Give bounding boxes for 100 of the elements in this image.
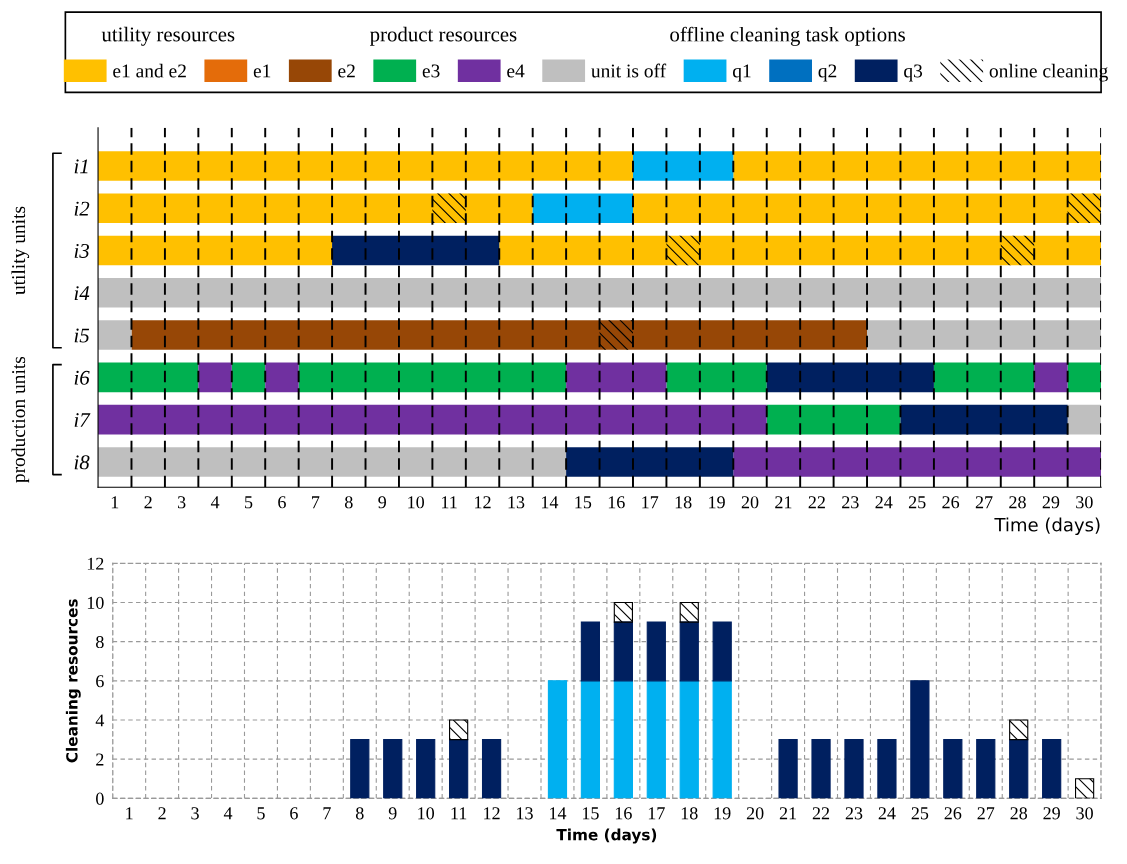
bar — [131, 320, 868, 350]
bar — [547, 680, 568, 799]
bar — [432, 193, 466, 224]
legend-label: q3 — [904, 64, 923, 82]
legend-label: e2 — [338, 64, 355, 78]
x-tick-label: 24 — [878, 807, 896, 820]
bar — [1034, 362, 1068, 393]
x-tick-label: 20 — [746, 807, 764, 820]
x-tick-label: 3 — [191, 807, 199, 820]
y-tick-label: i1 — [74, 159, 88, 174]
bar — [198, 362, 232, 393]
bar — [98, 277, 1102, 308]
bar — [900, 404, 1068, 435]
bar — [910, 680, 930, 799]
y-tick-label: i6 — [74, 370, 90, 385]
bar — [383, 739, 403, 799]
y-tick-label: 6 — [96, 675, 104, 688]
bar — [1067, 193, 1102, 224]
y-tick-label: 2 — [96, 753, 104, 766]
x-tick-label: 6 — [278, 496, 286, 509]
bar — [481, 739, 502, 799]
x-tick-label: 12 — [484, 807, 500, 820]
x-tick-label: 24 — [875, 496, 893, 509]
text: utility resources — [101, 26, 235, 46]
x-tick-label: 22 — [808, 496, 825, 509]
x-tick-label: 4 — [223, 807, 233, 820]
bar — [1042, 739, 1062, 799]
bar — [98, 235, 333, 266]
x-tick-label: 13 — [517, 807, 533, 820]
x-tick-label: 2 — [158, 807, 166, 820]
x-tick-label: 18 — [675, 496, 692, 509]
bar — [766, 362, 934, 393]
bar — [580, 680, 601, 799]
y-tick-label: i7 — [74, 413, 91, 427]
bar — [766, 404, 901, 435]
x-tick-label: 26 — [944, 807, 962, 820]
y-tick-label: 0 — [96, 792, 104, 805]
x-tick-label: 23 — [845, 807, 863, 820]
y-tick-label: i8 — [74, 455, 90, 470]
y-tick-label: 8 — [96, 635, 104, 649]
x-tick-label: 25 — [911, 807, 929, 820]
x-tick-label: 19 — [709, 496, 725, 509]
bar — [778, 739, 798, 799]
x-tick-label: 28 — [1010, 807, 1028, 820]
x-tick-label: 14 — [541, 496, 559, 509]
bar — [98, 320, 132, 350]
x-tick-label: 7 — [323, 807, 331, 820]
bar — [933, 362, 1035, 393]
x-tick-label: 23 — [842, 496, 859, 509]
bar — [599, 320, 633, 350]
bar — [712, 621, 732, 682]
bar — [350, 739, 370, 799]
bar — [613, 680, 633, 799]
x-tick-label: 5 — [245, 496, 253, 509]
x-tick-label: 3 — [177, 496, 186, 509]
bar — [646, 621, 666, 682]
y-tick-label: i3 — [74, 243, 89, 258]
y-tick-label: i2 — [74, 201, 90, 216]
x-tick-label: 25 — [908, 496, 926, 509]
bar — [613, 621, 633, 682]
x-tick-label: 17 — [648, 807, 665, 820]
bar — [679, 601, 699, 623]
x-tick-label: 26 — [942, 496, 960, 509]
legend-label: e1 and e2 — [113, 63, 186, 78]
x-tick-label: 8 — [355, 807, 364, 820]
bar — [1067, 404, 1102, 435]
x-tick-label: 15 — [575, 496, 592, 509]
bar — [98, 362, 199, 393]
bar — [679, 621, 699, 682]
x-tick-label: 18 — [681, 807, 698, 820]
x-tick-label: 21 — [779, 807, 797, 820]
bar — [666, 362, 767, 393]
x-tick-label: 29 — [1042, 496, 1060, 509]
legend-label: e4 — [507, 64, 525, 78]
x-tick-label: 7 — [312, 496, 320, 509]
bar — [98, 404, 767, 435]
bar — [332, 235, 500, 266]
text: production units — [11, 356, 30, 483]
bar — [613, 601, 633, 623]
x-tick-label: 14 — [550, 807, 567, 820]
text: product resources — [369, 26, 517, 46]
bar — [1074, 778, 1095, 799]
bar — [877, 739, 897, 799]
y-tick-label: i5 — [74, 328, 90, 343]
bar — [679, 680, 699, 799]
x-tick-label: 29 — [1043, 807, 1060, 820]
y-tick-label: 12 — [87, 557, 104, 570]
y-tick-label: 10 — [87, 596, 104, 609]
bar — [733, 151, 1102, 181]
x-tick-label: 30 — [1076, 807, 1093, 820]
bar — [1000, 235, 1035, 266]
x-tick-label: 1 — [111, 496, 119, 509]
x-tick-label: 6 — [290, 807, 298, 820]
x-tick-label: 30 — [1076, 496, 1093, 509]
bar — [298, 362, 567, 393]
x-tick-label: 5 — [257, 807, 265, 820]
legend-label: e1 — [253, 64, 271, 78]
bar — [712, 680, 732, 799]
x-axis-title: Time (days) — [556, 828, 657, 844]
x-tick-label: 10 — [418, 807, 435, 820]
